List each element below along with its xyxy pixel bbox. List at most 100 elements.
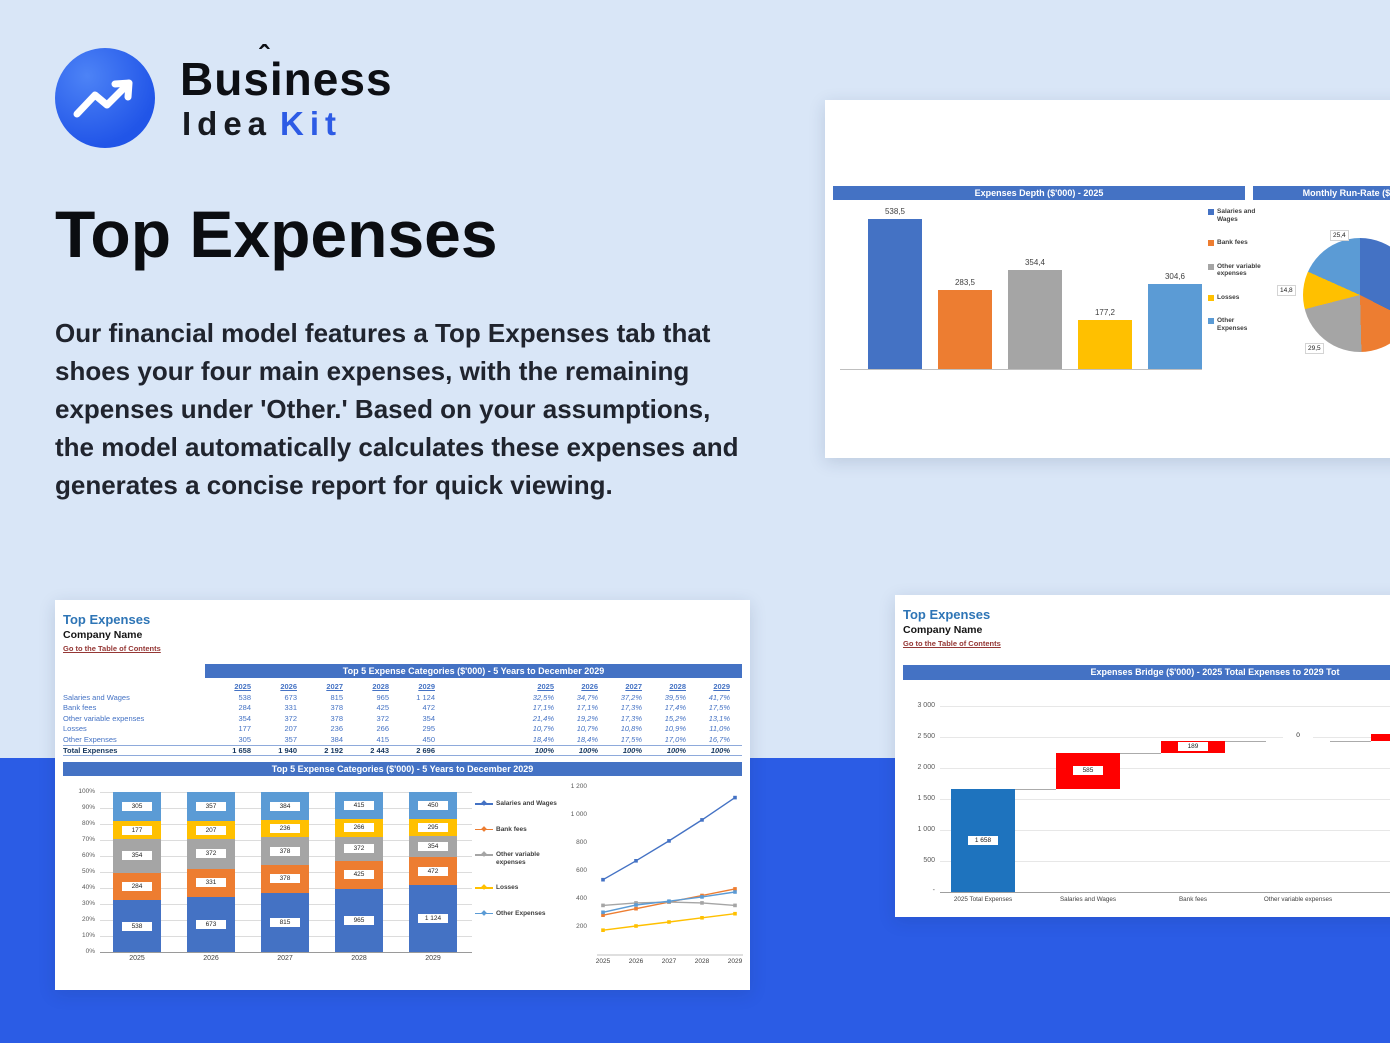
segment-label: 357 [196, 802, 226, 812]
sheet-title: Top Expenses [903, 607, 991, 622]
cell-pct: 32,5% [532, 692, 554, 702]
year-header: 2028 [669, 682, 686, 691]
run-rate-chart-title-bar: Monthly Run-Rate ($'000 [1253, 186, 1390, 200]
line-marker [634, 924, 638, 928]
y-axis-label: 40% [81, 884, 95, 891]
run-rate-pie [1303, 238, 1390, 352]
legend-label: Losses [1217, 293, 1240, 301]
cell-value: 177 [238, 724, 251, 733]
year-header: 2029 [713, 682, 730, 691]
hero-description: Our financial model features a Top Expen… [55, 318, 739, 500]
row-spacer [435, 746, 510, 755]
cell-pct: 17,0% [664, 734, 686, 744]
gridline [940, 799, 1390, 800]
line-marker [601, 928, 605, 932]
cell-value: 1 940 [278, 746, 297, 755]
cell-value: 384 [330, 734, 343, 744]
cell-value: 472 [422, 703, 435, 712]
line-marker [733, 890, 737, 894]
y-axis-label: 2 500 [917, 733, 935, 740]
cell-pct: 19,2% [576, 713, 598, 723]
table-row: Salaries and Wages 538 673 815 965 1 124 32,5%… [63, 693, 742, 704]
table-row: Bank fees 284 331 378 425 472 17,1% 17,1% 17,3% 1… [63, 703, 742, 714]
brand-idea-text: Idea [182, 105, 273, 142]
cell-value: 538 [238, 692, 251, 702]
depth-legend: Salaries and Wages Bank fees Other variabl… [1208, 208, 1262, 332]
cell-value: 236 [330, 724, 343, 733]
x-axis-label: 2028 [351, 955, 367, 962]
cell-value: 357 [284, 734, 297, 744]
row-spacer [435, 714, 510, 725]
legend-label: Bank fees [496, 825, 527, 833]
cell-pct: 100% [534, 746, 554, 755]
cell-pct: 18,4% [532, 734, 554, 744]
legend-entry: Salaries and Wages [475, 800, 559, 808]
segment-label: 1 124 [418, 914, 448, 924]
cell-value: 450 [422, 734, 435, 744]
y-axis-label: 400 [576, 895, 587, 902]
cell-pct: 16,7% [708, 734, 730, 744]
depth-bar-label: 304,6 [1164, 272, 1186, 281]
y-axis-label: 90% [81, 804, 95, 811]
cell-pct: 41,7% [708, 692, 730, 702]
cell-pct: 100% [622, 746, 642, 755]
year-header: 2027 [326, 682, 343, 691]
y-axis-label: 1 500 [917, 795, 935, 802]
cell-pct: 10,7% [576, 724, 598, 733]
cell-pct: 37,2% [620, 692, 642, 702]
legend-line-marker-icon [475, 851, 493, 858]
cell-pct: 100% [666, 746, 686, 755]
y-axis-label: 50% [81, 868, 95, 875]
gridline [100, 952, 472, 953]
legend-marker [481, 884, 487, 890]
cell-value: 354 [238, 713, 251, 723]
page-title: Top Expenses [55, 197, 498, 271]
legend-marker [481, 800, 487, 806]
cell-value: 1 124 [416, 692, 435, 702]
legend-label: Other variable expenses [496, 851, 540, 866]
table-of-contents-link[interactable]: Go to the Table of Contents [903, 639, 1001, 648]
legend-swatch-icon [1208, 240, 1214, 246]
depth-bar-label: 283,5 [954, 278, 976, 287]
x-axis-label: Bank fees [1178, 896, 1207, 903]
cell-pct: 100% [578, 746, 598, 755]
legend-line-marker-icon [475, 909, 493, 917]
chart-section-title-bar: Top 5 Expense Categories ($'000) - 5 Yea… [63, 762, 742, 776]
connector-line [1120, 752, 1161, 754]
line-marker [667, 839, 671, 843]
line-marker [634, 901, 638, 905]
segment-label: 378 [270, 846, 300, 856]
table-spacer [435, 682, 510, 693]
segment-label: 266 [344, 823, 374, 833]
legend-label: Bank fees [1217, 239, 1248, 246]
table-row: Other variable expenses 354 372 378 372 354 21… [63, 714, 742, 725]
row-spacer [435, 735, 510, 746]
segment-label: 372 [344, 844, 374, 854]
cell-pct: 18,4% [576, 734, 598, 744]
trend-arrow-icon [73, 79, 133, 118]
x-axis-label: Losses [1353, 896, 1390, 903]
gridline [940, 830, 1390, 831]
cell-pct: 10,7% [532, 724, 554, 733]
legend-marker [481, 909, 487, 916]
legend-swatch-icon [1208, 294, 1214, 301]
line-marker [667, 920, 671, 924]
segment-label: 425 [344, 870, 374, 880]
year-header: 2025 [234, 682, 251, 691]
table-of-contents-link[interactable]: Go to the Table of Contents [63, 644, 161, 653]
x-axis-label: 2025 Total Expenses [953, 896, 1013, 903]
depth-bar-label: 538,5 [884, 207, 906, 216]
x-axis-label: 2027 [661, 958, 677, 965]
legend-entry: Losses [1208, 294, 1262, 302]
cell-value: 2 192 [324, 746, 343, 755]
year-header: 2026 [280, 682, 297, 691]
depth-bar [1008, 270, 1062, 369]
stacked-plot: 538 284 354 177 305 2025 673 331 372 207 357 2026 81… [100, 792, 472, 962]
cell-value: 354 [422, 713, 435, 723]
row-label: Losses [63, 724, 87, 733]
row-spacer [435, 703, 510, 714]
cell-value: 372 [284, 713, 297, 723]
cell-pct: 34,7% [576, 692, 598, 702]
connector-line [1015, 789, 1056, 791]
pie-data-label: 14,8 [1277, 285, 1296, 296]
